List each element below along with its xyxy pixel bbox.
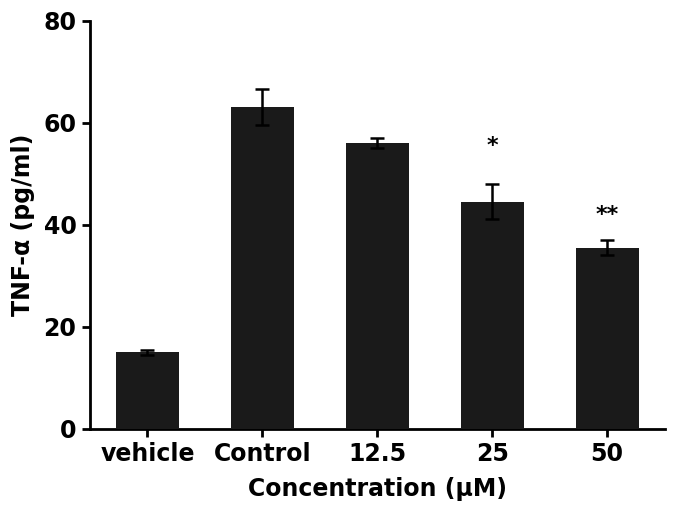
Bar — [231, 108, 294, 429]
Bar — [460, 202, 524, 429]
Bar — [116, 352, 179, 429]
Text: **: ** — [596, 205, 619, 225]
X-axis label: Concentration (μM): Concentration (μM) — [248, 477, 507, 501]
Bar — [345, 143, 409, 429]
Text: *: * — [487, 136, 498, 156]
Bar — [575, 247, 639, 429]
Y-axis label: TNF-α (pg/ml): TNF-α (pg/ml) — [11, 134, 35, 316]
